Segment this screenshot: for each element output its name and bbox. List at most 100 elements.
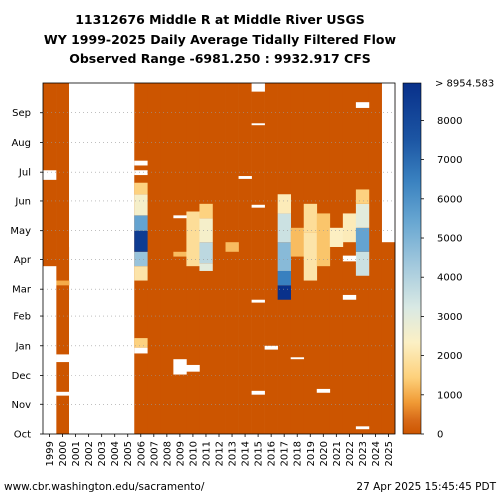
missing-range-2006-8 (134, 160, 148, 166)
colorbar-top-label: > 8954.583 (435, 79, 494, 90)
missing-range-2010-11 (186, 364, 200, 372)
x-tick-label-2014: 2014 (241, 441, 252, 466)
flow-event-2011-10 (199, 263, 213, 271)
title-line-1: 11312676 Middle R at Middle River USGS (75, 12, 365, 27)
y-tick-label-aug: Aug (11, 138, 31, 149)
heatmap-plot (42, 82, 396, 435)
title-line-3: Observed Range -6981.250 : 9932.917 CFS (69, 51, 371, 66)
heatmap-column-2014 (238, 83, 252, 434)
x-tick-label-2007: 2007 (149, 441, 160, 466)
x-tick-label-2015: 2015 (254, 441, 265, 466)
flow-event-2017-19 (277, 194, 292, 214)
missing-range-2022-22 (342, 255, 357, 262)
y-tick-label-jul: Jul (18, 168, 31, 179)
flow-event-2009-8 (173, 251, 187, 257)
flow-event-2017-16 (277, 270, 292, 286)
y-tick-label-dec: Dec (12, 371, 31, 382)
heatmap-column-2002 (82, 83, 96, 434)
missing-range-2015-15 (251, 204, 265, 208)
missing-range-2020-20 (316, 388, 331, 393)
colorbar-tick-label-3000: 3000 (437, 312, 462, 323)
x-tick-label-2006: 2006 (136, 441, 147, 466)
title-line-2: WY 1999-2025 Daily Average Tidally Filte… (44, 32, 397, 47)
flow-event-2006-4 (134, 230, 148, 252)
x-tick-label-2009: 2009 (175, 441, 186, 466)
heatmap-column-2007 (147, 83, 161, 434)
x-tick-label-2004: 2004 (110, 441, 121, 466)
colorbar-tick-label-2000: 2000 (437, 351, 462, 362)
flow-event-2023-26 (355, 251, 370, 276)
missing-range-2015-13 (251, 390, 265, 395)
flow-event-2019-21 (303, 232, 318, 281)
missing-range-2014-12 (238, 176, 252, 179)
x-tick-label-2002: 2002 (84, 441, 95, 466)
chart-title: 11312676 Middle R at Middle River USGS W… (44, 12, 397, 66)
missing-range-2015-16 (251, 123, 265, 126)
missing-range-1999-0 (43, 266, 57, 434)
x-tick-label-2018: 2018 (293, 441, 304, 466)
flow-event-2010-9 (186, 211, 200, 267)
footer-url: www.cbr.washington.edu/sacramento/ (4, 481, 205, 493)
missing-range-2022-21 (342, 294, 357, 300)
missing-range-2000-3 (56, 354, 70, 363)
colorbar-tick-label-1000: 1000 (437, 390, 462, 401)
flow-event-2013-14 (225, 242, 239, 252)
flow-event-2017-18 (277, 213, 292, 243)
colorbar-tick-label-6000: 6000 (437, 194, 462, 205)
missing-range-2006-6 (134, 347, 148, 354)
x-tick-label-2005: 2005 (123, 441, 134, 466)
heatmap-column-2015 (251, 83, 265, 434)
missing-range-2025-25 (381, 83, 396, 243)
colorbar-tick-label-4000: 4000 (437, 273, 462, 284)
missing-range-2009-9 (173, 359, 187, 375)
colorbar-tick-label-5000: 5000 (437, 234, 462, 245)
flow-event-2021-24 (329, 227, 344, 247)
flow-event-2023-29 (355, 189, 370, 204)
heatmap-column-2009 (173, 83, 187, 434)
x-tick-label-2011: 2011 (201, 441, 212, 466)
flow-event-2022-25 (342, 213, 357, 243)
missing-range-2016-18 (264, 345, 278, 350)
flow-event-2023-27 (355, 227, 370, 252)
x-tick-label-2017: 2017 (280, 441, 291, 466)
colorbar-gradient (402, 82, 422, 435)
flow-event-2011-13 (199, 203, 213, 219)
y-tick-label-jun: Jun (14, 196, 31, 207)
y-tick-label-oct: Oct (14, 430, 31, 441)
missing-range-2001-4 (69, 299, 83, 434)
heatmap-column-2012 (212, 83, 226, 434)
missing-range-2023-23 (355, 426, 370, 430)
x-tick-label-2016: 2016 (267, 441, 278, 466)
flow-event-2006-1 (134, 338, 148, 348)
missing-range-2006-7 (134, 170, 148, 176)
flow-event-2023-28 (355, 203, 370, 228)
x-axis: 1999 2000 2001 2002 2003 2004 2005 2006 2007 2008… (45, 434, 395, 466)
missing-range-2009-10 (173, 215, 187, 219)
footer-timestamp: 27 Apr 2025 15:45:45 PDT (356, 481, 496, 493)
y-tick-label-apr: Apr (14, 255, 32, 266)
heatmap-column-2018 (290, 83, 305, 434)
y-tick-label-nov: Nov (11, 400, 31, 411)
heatmap-column-2003 (95, 83, 109, 434)
heatmap-column-2021 (329, 83, 344, 434)
heatmap-column-2013 (225, 83, 239, 434)
flow-event-2000-0 (56, 280, 70, 286)
missing-range-2015-14 (251, 299, 265, 303)
colorbar: 0 1000 2000 3000 4000 5000 6000 7000 8000 > 8954.… (402, 79, 494, 441)
y-axis: Oct Nov Dec Jan Feb Mar Apr May Jun Jul Aug Sep (10, 108, 43, 441)
y-tick-label-feb: Feb (13, 312, 31, 323)
heatmap-column-2008 (160, 83, 174, 434)
x-tick-label-2021: 2021 (332, 441, 343, 466)
colorbar-tick-label-8000: 8000 (437, 116, 462, 127)
x-tick-label-2008: 2008 (162, 441, 173, 466)
x-tick-label-2024: 2024 (371, 441, 382, 466)
colorbar-tick-label-7000: 7000 (437, 155, 462, 166)
x-tick-label-2000: 2000 (58, 441, 69, 466)
flow-event-2017-15 (277, 285, 292, 300)
x-tick-label-2025: 2025 (384, 441, 395, 466)
x-tick-label-2003: 2003 (97, 441, 108, 466)
x-tick-label-2013: 2013 (228, 441, 239, 466)
flow-event-2006-7 (134, 182, 148, 195)
flow-event-2011-11 (199, 242, 213, 264)
flow-event-2006-6 (134, 194, 148, 216)
